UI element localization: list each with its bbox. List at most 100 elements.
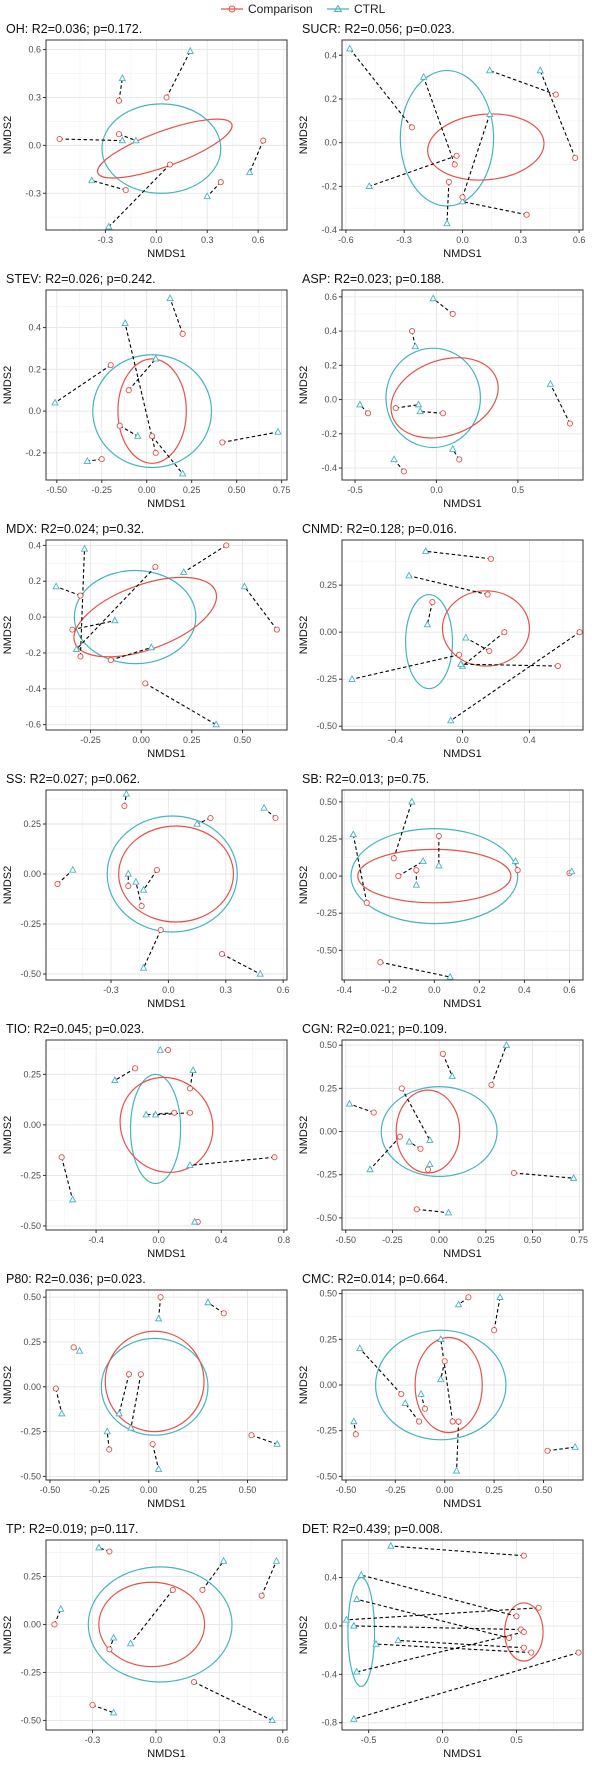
point-ctrl — [178, 469, 187, 477]
point-comparison — [501, 629, 508, 636]
gridlines — [342, 790, 583, 980]
plot-background — [46, 1540, 287, 1730]
y-tick-label: 0.50 — [319, 1289, 337, 1299]
pair-link — [346, 1607, 539, 1621]
x-tick-label: 0.4 — [518, 985, 531, 995]
pair-link — [369, 1136, 401, 1170]
y-tick-label: 0.0 — [324, 138, 337, 148]
point-comparison — [575, 1649, 582, 1656]
point-comparison — [223, 542, 230, 549]
x-tick-label: -0.25 — [80, 735, 101, 745]
point-comparison — [107, 362, 114, 369]
y-tick-label: 0.25 — [319, 1334, 337, 1344]
x-tick-label: 0.25 — [485, 1485, 503, 1495]
pair-link — [119, 425, 138, 437]
point-comparison — [417, 1145, 424, 1152]
nmds-panel-9: TIO: R2=0.045; p=0.023. -0.4 0.0 0.4 0.8 -0.5… — [0, 1018, 296, 1268]
plot-background — [342, 790, 583, 980]
pair-link — [57, 869, 74, 885]
ellipse-comparison — [414, 1336, 483, 1434]
nmds-panel-12: CMC: R2=0.014; p=0.664. -0.50 -0.25 0.00 0.2… — [296, 1268, 592, 1518]
pair-link — [349, 48, 413, 128]
point-ctrl — [419, 857, 427, 864]
y-tick-label: 0.00 — [319, 1127, 337, 1137]
axes: -0.6 -0.3 0.0 0.3 0.6 -0.4 -0.2 0.0 0.2 0.4 NMDS1 N… — [298, 50, 585, 260]
panel-title: SS: R2=0.027; p=0.062. — [6, 772, 140, 786]
point-ctrl — [356, 1344, 364, 1352]
x-tick-label: -0.50 — [47, 485, 68, 495]
pair-link — [456, 1421, 460, 1471]
point-comparison — [398, 1085, 405, 1092]
y-tick-label: 0.0 — [28, 140, 41, 150]
pair-link — [135, 881, 143, 907]
data-layer — [350, 1293, 579, 1474]
pair-link — [395, 404, 419, 409]
point-ctrl — [350, 1714, 358, 1722]
point-comparison — [51, 1621, 58, 1628]
point-ctrl — [186, 1161, 194, 1168]
y-tick-label: -0.25 — [20, 1170, 41, 1180]
point-comparison — [421, 1405, 429, 1412]
y-tick-label: 0.3 — [28, 92, 41, 102]
ellipse-ctrl — [350, 827, 519, 925]
nmds-panel-1: OH: R2=0.036; p=0.172. -0.3 0.0 0.3 0.6 -0.3 0… — [0, 18, 296, 268]
y-axis-label: NMDS2 — [2, 1116, 14, 1155]
point-ctrl — [546, 379, 555, 387]
ellipse-comparison — [104, 1330, 205, 1433]
point-ctrl — [58, 1409, 66, 1417]
point-comparison — [408, 124, 416, 131]
point-ctrl — [448, 1072, 456, 1079]
point-comparison — [456, 456, 463, 463]
pair-link — [446, 181, 450, 224]
point-ctrl — [122, 790, 131, 797]
point-ctrl — [219, 1556, 228, 1564]
point-comparison — [392, 405, 399, 412]
point-comparison — [116, 422, 123, 429]
point-comparison — [520, 1628, 527, 1636]
legend-label-ctrl: CTRL — [354, 2, 386, 16]
point-comparison — [58, 1154, 65, 1161]
point-ctrl — [132, 136, 140, 144]
plot-border — [45, 789, 288, 981]
gridlines — [342, 1040, 583, 1230]
y-tick-label: 0.25 — [319, 580, 337, 590]
point-comparison — [152, 449, 159, 456]
x-tick-label: 0.6 — [277, 1735, 290, 1745]
point-ctrl — [189, 1066, 197, 1073]
point-ctrl — [103, 1427, 111, 1435]
y-tick-label: 0.0 — [28, 612, 41, 622]
point-ctrl — [426, 1135, 434, 1143]
gridlines — [46, 1540, 287, 1730]
point-comparison — [445, 178, 452, 186]
y-tick-label: 0.25 — [23, 819, 41, 829]
pair-link — [426, 601, 433, 625]
point-comparison — [415, 1418, 423, 1425]
y-tick-label: -0.25 — [316, 908, 337, 918]
point-ctrl — [52, 582, 60, 590]
point-ctrl — [139, 963, 148, 971]
point-comparison — [163, 94, 170, 101]
x-tick-label: 0.50 — [524, 1235, 542, 1245]
point-comparison — [137, 1371, 144, 1378]
nmds-panel-4: ASP: R2=0.023; p=0.188. -0.5 0.0 0.5 -0.4 -0.… — [296, 268, 592, 518]
point-comparison — [54, 880, 61, 888]
y-tick-label: 0.00 — [319, 871, 337, 881]
legend-svg: Comparison CTRL — [221, 2, 386, 16]
ellipse-ctrl — [101, 103, 222, 194]
x-tick-label: 0.6 — [277, 985, 290, 995]
point-ctrl — [437, 1335, 445, 1342]
gridlines — [46, 1040, 287, 1230]
y-tick-label: 0.2 — [28, 576, 41, 586]
point-ctrl — [348, 674, 356, 682]
point-comparison — [138, 902, 145, 910]
nmds-plot-8: SB: R2=0.013; p=0.75. -0.4 -0.2 0.0 0.2 0.4 0.… — [298, 772, 584, 1010]
panel-title: OH: R2=0.036; p=0.172. — [6, 22, 142, 36]
point-comparison — [441, 1358, 448, 1365]
point-comparison — [400, 468, 407, 475]
point-comparison — [217, 179, 224, 186]
x-tick-label: -0.3 — [396, 235, 412, 245]
point-ctrl — [447, 716, 455, 724]
y-tick-label: 0.00 — [23, 1619, 41, 1629]
point-ctrl — [72, 645, 81, 652]
point-ctrl — [272, 1556, 281, 1564]
